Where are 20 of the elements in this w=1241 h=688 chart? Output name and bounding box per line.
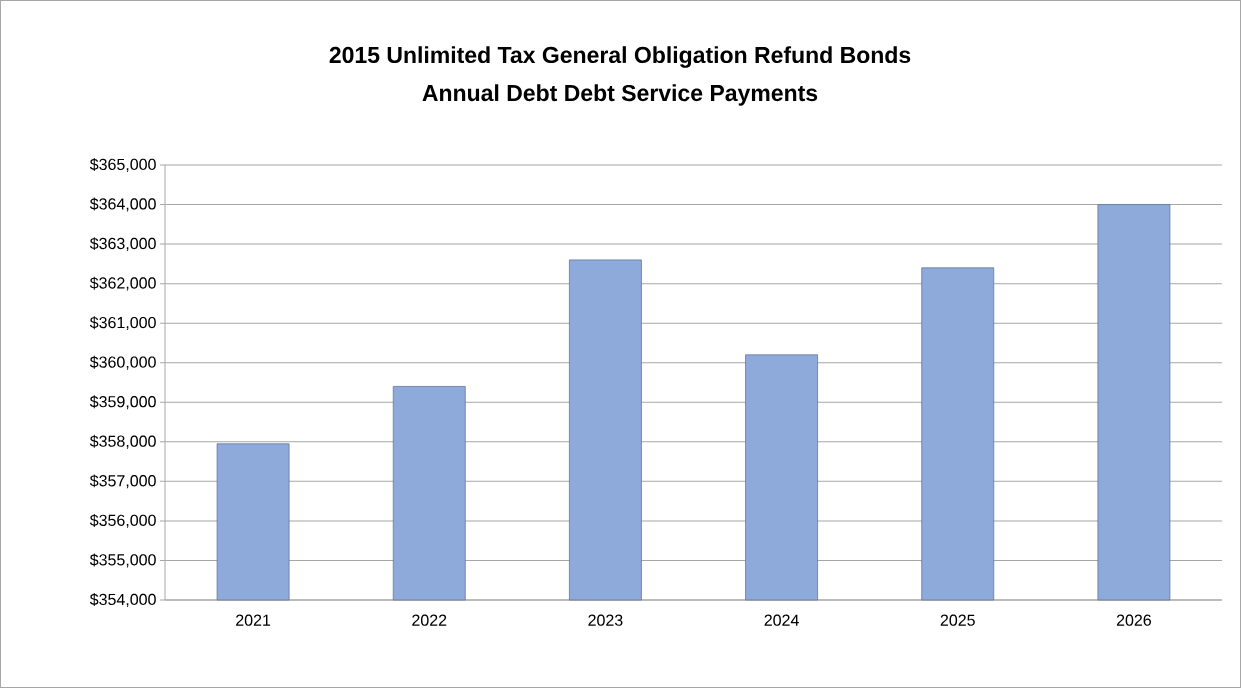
y-tick-label: $355,000 — [89, 553, 156, 568]
x-tick-label: 2024 — [764, 614, 799, 626]
y-tick-label: $359,000 — [89, 395, 156, 410]
x-tick-label: 2025 — [940, 614, 975, 626]
x-tick-label: 2026 — [1116, 614, 1151, 626]
x-tick-label: 2022 — [412, 614, 447, 626]
y-tick-label: $360,000 — [89, 355, 156, 370]
chart-subtitle: Annual Debt Debt Service Payments — [422, 84, 818, 106]
x-tick-label: 2023 — [588, 614, 623, 626]
y-tick-label: $357,000 — [89, 474, 156, 489]
y-tick-label: $361,000 — [89, 316, 156, 331]
y-tick-label: $356,000 — [89, 513, 156, 528]
y-tick-label: $358,000 — [89, 434, 156, 449]
chart-title: 2015 Unlimited Tax General Obligation Refund Bonds — [329, 46, 911, 68]
y-tick-label: $365,000 — [89, 158, 156, 172]
x-tick-label: 2021 — [236, 614, 271, 626]
y-tick-label: $363,000 — [89, 237, 156, 252]
y-tick-label: $362,000 — [89, 276, 156, 291]
y-tick-label: $364,000 — [89, 197, 156, 212]
y-tick-label: $354,000 — [89, 593, 156, 607]
